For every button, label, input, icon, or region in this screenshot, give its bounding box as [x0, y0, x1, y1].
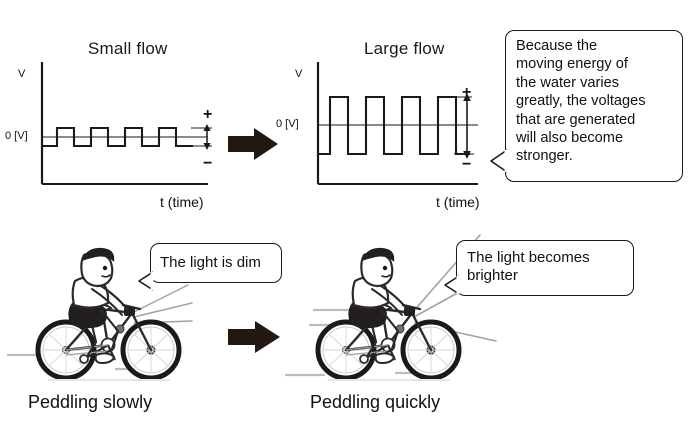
rider-head: [360, 247, 395, 288]
waveform-small-flow: [42, 126, 193, 148]
callout-light-brighter-tail: [444, 275, 460, 295]
rider-shoe: [374, 352, 396, 365]
rider-arm-inner: [91, 288, 123, 316]
rider-hair: [82, 247, 115, 262]
callout-light-dim-tail: [138, 271, 154, 291]
rider-eye: [102, 265, 108, 271]
rider-shorts: [68, 301, 107, 329]
zero-volt-label-small-flow: 0 [V]: [5, 130, 28, 142]
chart-title-large-flow: Large flow: [364, 39, 445, 58]
zero-volt-label-large-flow: 0 [V]: [276, 118, 299, 130]
right-arrow-icon-flow: [228, 128, 278, 160]
caption-peddling-slowly: Peddling slowly: [28, 392, 153, 412]
rider-shorts: [348, 301, 387, 329]
x-axis-label-large-flow: t (time): [436, 194, 480, 210]
callout-voltage-explanation-tail: [490, 149, 508, 173]
plus-sign-small-flow: +: [203, 106, 213, 123]
chart-large-flow: Large flow V 0 [V] + − t (time): [276, 28, 518, 218]
minus-sign-large-flow: −: [462, 156, 472, 173]
rider-arm-inner: [371, 288, 403, 316]
rider-eye: [382, 265, 388, 271]
y-axis-label-large-flow: V: [295, 68, 303, 80]
minus-sign-small-flow: −: [203, 155, 213, 172]
rider-head: [80, 247, 115, 288]
rider-shoe: [94, 352, 116, 365]
amplitude-indicator-small-flow: [191, 124, 212, 150]
x-axis-label-small-flow: t (time): [160, 194, 204, 210]
rider-mouth: [381, 274, 391, 278]
callout-light-brighter: The light becomes brighter: [456, 240, 634, 296]
large-flow-waveform-plot: [316, 62, 478, 185]
plus-sign-large-flow: +: [462, 84, 472, 101]
chart-title-small-flow: Small flow: [88, 39, 168, 58]
bicycle-rider-slow-illustration: [6, 247, 193, 381]
callout-voltage-explanation: Because the moving energy of the water v…: [505, 30, 683, 182]
y-axis-label-small-flow: V: [18, 68, 26, 80]
waveform-large-flow: [318, 95, 470, 156]
amplitude-indicator-large-flow: [454, 93, 474, 159]
callout-voltage-explanation-text: Because the moving energy of the water v…: [516, 38, 646, 165]
callout-light-brighter-text: The light becomes brighter: [467, 249, 590, 284]
caption-peddling-quickly: Peddling quickly: [310, 392, 441, 412]
chart-small-flow: Small flow V 0 [V] + − t (time): [0, 28, 250, 218]
right-arrow-icon-pedal: [228, 321, 280, 353]
rider-hair: [362, 247, 395, 262]
callout-light-dim-text: The light is dim: [160, 254, 261, 271]
bicycle-rider-fast-illustration: [284, 234, 497, 381]
rider-mouth: [101, 274, 111, 278]
small-flow-waveform-plot: [40, 62, 212, 185]
crank-and-pedals: [65, 337, 116, 364]
callout-light-dim: The light is dim: [150, 243, 282, 283]
